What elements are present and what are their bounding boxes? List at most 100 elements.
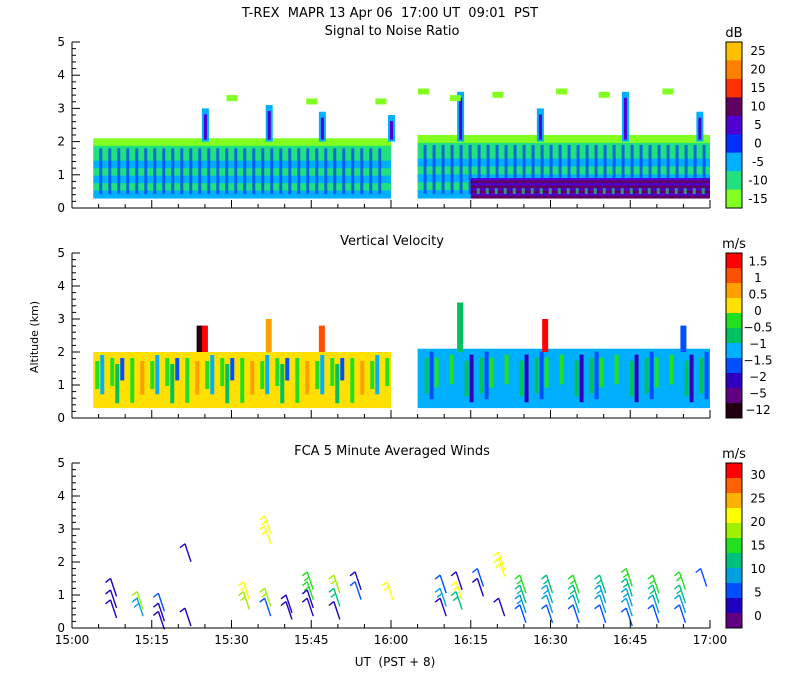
wind-barb-shaft [439, 597, 447, 617]
colorbar-tick-label: 10 [750, 562, 765, 576]
wind-barb-flag [259, 587, 266, 593]
velocity-streak [529, 351, 534, 376]
velocity-streak [345, 364, 350, 398]
wind-barb-shaft [625, 607, 633, 627]
snr-streak [521, 188, 525, 195]
velocity-streak [100, 355, 105, 395]
colorbar-swatch [726, 538, 742, 554]
snr-streak [675, 144, 679, 195]
colorbar-tick-label: −0.5 [743, 320, 772, 334]
velocity-streak [165, 358, 170, 387]
snr-streak [288, 148, 292, 195]
snr-streak [522, 144, 526, 195]
snr-streak [432, 144, 436, 195]
colorbar-swatch [726, 478, 742, 494]
wind-barb-flag [514, 574, 521, 580]
snr-streak [549, 144, 553, 195]
snr-region-band [470, 195, 710, 199]
wind-barb-flag [280, 594, 287, 600]
snr-region-band [93, 183, 392, 192]
x-tick-label: 15:15 [134, 633, 169, 647]
velocity-streak [424, 357, 429, 394]
wind-barb-shaft [545, 594, 554, 614]
wind-barb-shaft [476, 568, 485, 587]
snr-streak [503, 188, 507, 195]
velocity-streak [569, 354, 574, 379]
snr-streak [594, 144, 598, 195]
wind-barb-shaft [333, 574, 341, 594]
wind-barb-shaft [476, 578, 485, 597]
velocity-streak [699, 357, 704, 394]
wind-barb-flag [620, 597, 627, 603]
wind-barb-flag [675, 576, 682, 582]
velocity-streak [315, 361, 320, 390]
wind-barb-flag [493, 551, 500, 557]
snr-streak [135, 148, 139, 195]
wind-barb [594, 604, 607, 624]
snr-colorbar: dB 25 20 15 10 5 0 -5 -10 -15 [725, 26, 768, 209]
velocity-streak [594, 351, 599, 400]
wind-barb [673, 594, 687, 614]
y-tick-label: 1 [57, 588, 65, 602]
snr-streak [117, 148, 121, 195]
y-tick-label: 3 [57, 101, 65, 115]
wind-barb-flag [301, 571, 308, 577]
snr-streak [162, 148, 166, 195]
velocity-streak [365, 355, 370, 400]
wind-barb [647, 584, 660, 604]
wind-barb [328, 600, 341, 620]
wind-barb-flag [514, 594, 521, 600]
y-tick-label: 2 [57, 555, 65, 569]
colorbar-swatch [726, 115, 742, 135]
snr-streak [369, 148, 373, 195]
wind-barb [450, 591, 463, 610]
velocity-streak [559, 354, 564, 385]
velocity-streak [564, 360, 569, 403]
velocity-streak [484, 351, 489, 400]
wind-barb [349, 571, 362, 591]
velocity-streak [180, 364, 185, 398]
winds-panel: FCA 5 Minute Averaged Winds 0 1 2 3 4 5 15:00 1… [55, 444, 766, 669]
snr-streak [494, 188, 498, 195]
snr-streak [108, 148, 112, 195]
wind-barb-shaft [264, 515, 272, 534]
wind-barb-shaft [136, 591, 144, 610]
wind-barb-shaft [678, 594, 687, 614]
snr-streak [575, 188, 579, 195]
snr-streak [477, 144, 481, 195]
wind-barb-shaft [109, 599, 118, 619]
wind-barb-flag [543, 589, 549, 595]
wind-barb [301, 581, 314, 600]
wind-barb-flag [328, 587, 335, 593]
wind-barb-flag [673, 584, 680, 590]
snr-region-band [417, 158, 710, 167]
wind-barb-flag [152, 610, 159, 616]
winds-plot-area: 0 1 2 3 4 5 15:00 15:15 15:30 15:45 16:00 16:15 16:3… [55, 456, 728, 647]
velocity-plot-area: 0 1 2 3 4 5 [57, 246, 711, 425]
wind-barb-flag [649, 579, 656, 585]
wind-barb [105, 589, 118, 609]
wind-barb-shaft [678, 584, 687, 604]
wind-barb [620, 607, 633, 627]
snr-region-band [470, 178, 710, 182]
colorbar-swatch [726, 253, 742, 269]
wind-barb-flag [596, 589, 603, 595]
wind-barb [541, 584, 554, 604]
velocity-streak [310, 355, 315, 400]
wind-barb [673, 571, 687, 591]
snr-streak [539, 188, 543, 195]
colorbar-swatch [726, 171, 742, 190]
wind-barb-flag [434, 587, 441, 593]
winds-colorbar: m/s 30 25 20 15 10 5 0 [722, 447, 766, 629]
wind-barb [152, 610, 166, 630]
snr-streak [648, 144, 652, 195]
velocity-streak [265, 355, 270, 395]
colorbar-tick-label: 0.5 [748, 287, 767, 301]
wind-barb-shaft [333, 601, 341, 620]
wind-barb-flag [259, 597, 266, 603]
velocity-streak [444, 357, 449, 382]
snr-region-band [93, 160, 392, 169]
colorbar-swatch [726, 523, 742, 539]
snr-region-band [93, 168, 392, 177]
wind-barb [594, 574, 607, 594]
